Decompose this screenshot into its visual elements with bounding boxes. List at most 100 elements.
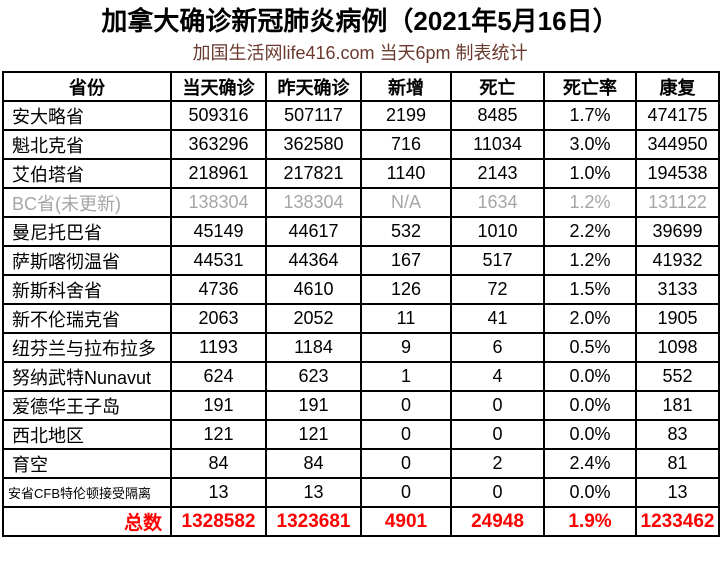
province-cell: 新斯科舍省	[2, 274, 172, 305]
death-rate-cell: 1.2%	[543, 187, 637, 218]
province-cell: 安省CFB特伦顿接受隔离	[2, 477, 172, 508]
new-cases-cell: 716	[360, 129, 452, 160]
total-deaths-cell: 24948	[450, 506, 545, 537]
header-cell-new-cases: 新增	[360, 71, 452, 102]
recovered-cell: 1098	[635, 332, 720, 363]
total-death-rate-cell: 1.9%	[543, 506, 637, 537]
deaths-cell: 6	[450, 332, 545, 363]
death-rate-cell: 0.0%	[543, 419, 637, 450]
yesterday-confirmed-cell: 191	[265, 390, 362, 421]
table-row-alberta: 艾伯塔省 218961 217821 1140 2143 1.0% 194538	[2, 158, 720, 189]
total-new-cases-cell: 4901	[360, 506, 452, 537]
new-cases-cell: N/A	[360, 187, 452, 218]
table-row-yukon: 育空 84 84 0 2 2.4% 81	[2, 448, 720, 479]
today-confirmed-cell: 2063	[170, 303, 267, 334]
page-title: 加拿大确诊新冠肺炎病例（2021年5月16日）	[101, 6, 619, 36]
deaths-cell: 2143	[450, 158, 545, 189]
total-yesterday-confirmed-cell: 1323681	[265, 506, 362, 537]
death-rate-cell: 1.0%	[543, 158, 637, 189]
table-row-cfb-trenton: 安省CFB特伦顿接受隔离 13 13 0 0 0.0% 13	[2, 477, 720, 508]
yesterday-confirmed-cell: 121	[265, 419, 362, 450]
recovered-cell: 41932	[635, 245, 720, 276]
total-row: 总数 1328582 1323681 4901 24948 1.9% 12334…	[2, 506, 720, 537]
yesterday-confirmed-cell: 217821	[265, 158, 362, 189]
deaths-cell: 0	[450, 419, 545, 450]
deaths-cell: 8485	[450, 100, 545, 131]
deaths-cell: 41	[450, 303, 545, 334]
yesterday-confirmed-cell: 362580	[265, 129, 362, 160]
recovered-cell: 3133	[635, 274, 720, 305]
yesterday-confirmed-cell: 1184	[265, 332, 362, 363]
new-cases-cell: 0	[360, 390, 452, 421]
province-cell: 纽芬兰与拉布拉多	[2, 332, 172, 363]
table-row-prince-edward-island: 爱德华王子岛 191 191 0 0 0.0% 181	[2, 390, 720, 421]
province-cell: 魁北克省	[2, 129, 172, 160]
recovered-cell: 181	[635, 390, 720, 421]
header-cell-recovered: 康复	[635, 71, 720, 102]
death-rate-cell: 0.0%	[543, 477, 637, 508]
death-rate-cell: 2.4%	[543, 448, 637, 479]
today-confirmed-cell: 509316	[170, 100, 267, 131]
yesterday-confirmed-cell: 44617	[265, 216, 362, 247]
new-cases-cell: 0	[360, 419, 452, 450]
death-rate-cell: 3.0%	[543, 129, 637, 160]
table-row-nova-scotia: 新斯科舍省 4736 4610 126 72 1.5% 3133	[2, 274, 720, 305]
new-cases-cell: 167	[360, 245, 452, 276]
province-cell: 西北地区	[2, 419, 172, 450]
yesterday-confirmed-cell: 507117	[265, 100, 362, 131]
today-confirmed-cell: 218961	[170, 158, 267, 189]
deaths-cell: 1634	[450, 187, 545, 218]
province-cell: 曼尼托巴省	[2, 216, 172, 247]
today-confirmed-cell: 138304	[170, 187, 267, 218]
yesterday-confirmed-cell: 2052	[265, 303, 362, 334]
recovered-cell: 344950	[635, 129, 720, 160]
deaths-cell: 72	[450, 274, 545, 305]
province-cell: 新不伦瑞克省	[2, 303, 172, 334]
province-cell: 艾伯塔省	[2, 158, 172, 189]
recovered-cell: 81	[635, 448, 720, 479]
recovered-cell: 83	[635, 419, 720, 450]
page-subtitle: 加国生活网life416.com 当天6pm 制表统计	[192, 43, 528, 63]
today-confirmed-cell: 121	[170, 419, 267, 450]
yesterday-confirmed-cell: 44364	[265, 245, 362, 276]
total-today-confirmed-cell: 1328582	[170, 506, 267, 537]
recovered-cell: 474175	[635, 100, 720, 131]
today-confirmed-cell: 13	[170, 477, 267, 508]
recovered-cell: 39699	[635, 216, 720, 247]
recovered-cell: 552	[635, 361, 720, 392]
today-confirmed-cell: 624	[170, 361, 267, 392]
province-cell: 努纳武特Nunavut	[2, 361, 172, 392]
deaths-cell: 11034	[450, 129, 545, 160]
new-cases-cell: 0	[360, 448, 452, 479]
new-cases-cell: 532	[360, 216, 452, 247]
deaths-cell: 0	[450, 477, 545, 508]
yesterday-confirmed-cell: 4610	[265, 274, 362, 305]
province-cell: 安大略省	[2, 100, 172, 131]
new-cases-cell: 2199	[360, 100, 452, 131]
today-confirmed-cell: 1193	[170, 332, 267, 363]
new-cases-cell: 11	[360, 303, 452, 334]
table-row-quebec: 魁北克省 363296 362580 716 11034 3.0% 344950	[2, 129, 720, 160]
deaths-cell: 4	[450, 361, 545, 392]
recovered-cell: 131122	[635, 187, 720, 218]
death-rate-cell: 1.5%	[543, 274, 637, 305]
header-cell-today-confirmed: 当天确诊	[170, 71, 267, 102]
new-cases-cell: 1140	[360, 158, 452, 189]
header-cell-deaths: 死亡	[450, 71, 545, 102]
province-cell: 育空	[2, 448, 172, 479]
total-recovered-cell: 1233462	[635, 506, 720, 537]
table-row-manitoba: 曼尼托巴省 45149 44617 532 1010 2.2% 39699	[2, 216, 720, 247]
deaths-cell: 2	[450, 448, 545, 479]
death-rate-cell: 0.0%	[543, 390, 637, 421]
header-cell-province: 省份	[2, 71, 172, 102]
yesterday-confirmed-cell: 138304	[265, 187, 362, 218]
covid-cases-table: 省份 当天确诊 昨天确诊 新增 死亡 死亡率 康复 安大略省 509316 50…	[2, 71, 720, 537]
today-confirmed-cell: 84	[170, 448, 267, 479]
yesterday-confirmed-cell: 13	[265, 477, 362, 508]
recovered-cell: 194538	[635, 158, 720, 189]
recovered-cell: 13	[635, 477, 720, 508]
death-rate-cell: 1.7%	[543, 100, 637, 131]
death-rate-cell: 2.2%	[543, 216, 637, 247]
province-cell: 爱德华王子岛	[2, 390, 172, 421]
today-confirmed-cell: 45149	[170, 216, 267, 247]
